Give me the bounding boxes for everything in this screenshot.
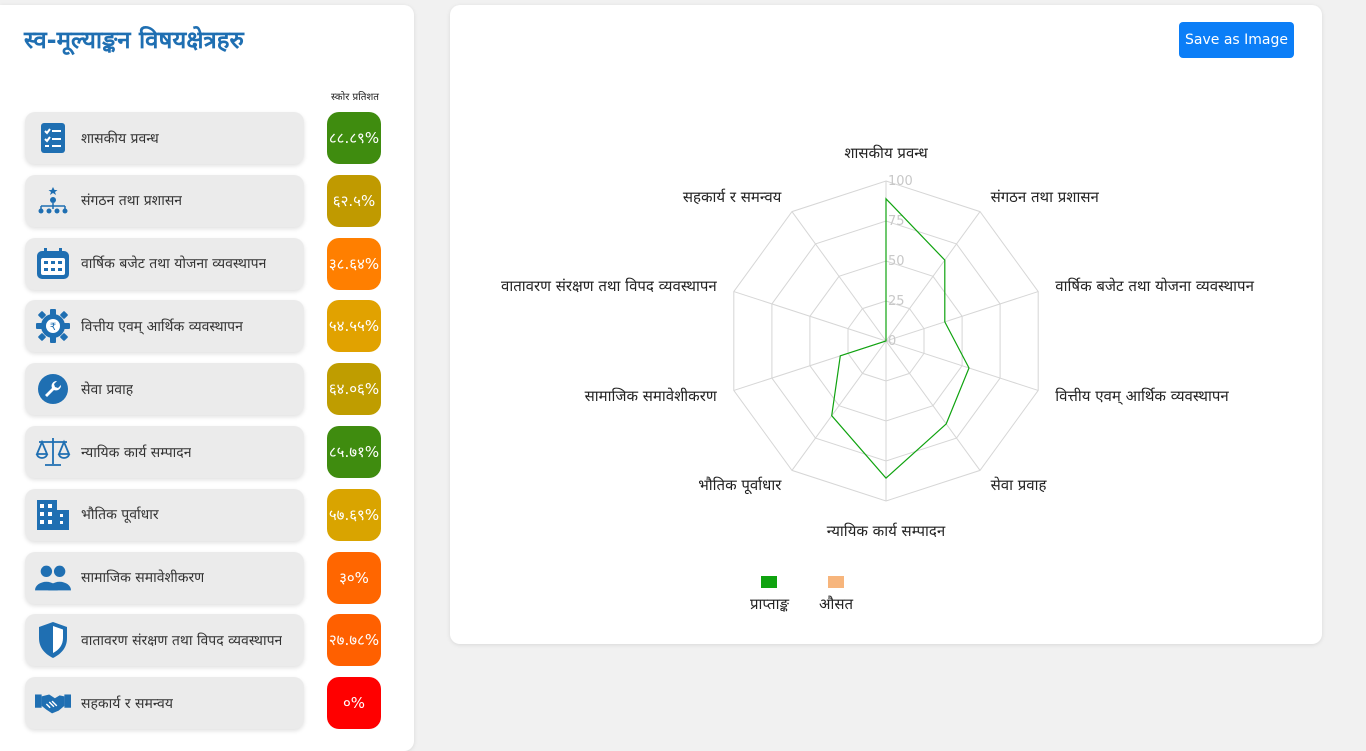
category-label: वित्तीय एवम् आर्थिक व्यवस्थापन bbox=[81, 318, 243, 335]
category-label: न्यायिक कार्य सम्पादन bbox=[81, 444, 192, 461]
axis-spoke bbox=[885, 211, 981, 342]
category-item[interactable]: सहकार्य र समन्वय bbox=[25, 677, 304, 730]
category-item[interactable]: भौतिक पूर्वाधार bbox=[25, 488, 304, 541]
legend-swatch bbox=[828, 576, 844, 588]
save-as-image-button[interactable]: Save as Image bbox=[1179, 22, 1294, 58]
axis-label: न्यायिक कार्य सम्पादन bbox=[827, 522, 946, 540]
category-label: वार्षिक बजेट तथा योजना व्यवस्थापन bbox=[81, 256, 267, 273]
axis-label: शासकीय प्रवन्ध bbox=[844, 144, 928, 162]
score-badge: ५७.६९% bbox=[327, 488, 381, 541]
axis-label: संगठन तथा प्रशासन bbox=[991, 188, 1100, 206]
category-item[interactable]: वातावरण संरक्षण तथा विपद व्यवस्थापन bbox=[25, 614, 304, 667]
axis-label: सामाजिक समावेशीकरण bbox=[585, 387, 718, 405]
shield-icon bbox=[35, 622, 71, 659]
score-badge: ०% bbox=[327, 677, 381, 730]
axis-label: सेवा प्रवाह bbox=[991, 476, 1048, 494]
score-badge: ८८.८९% bbox=[327, 112, 381, 164]
category-label: संगठन तथा प्रशासन bbox=[81, 193, 183, 210]
category-label: वातावरण संरक्षण तथा विपद व्यवस्थापन bbox=[81, 632, 283, 649]
category-label: सहकार्य र समन्वय bbox=[81, 695, 173, 712]
tick-label: 0 bbox=[888, 334, 896, 349]
legend-item[interactable]: प्राप्ताङ्क bbox=[750, 576, 789, 614]
category-row: सहकार्य र समन्वय ०% bbox=[25, 677, 381, 730]
svg-text:₹: ₹ bbox=[50, 322, 56, 333]
score-badge: ३०% bbox=[327, 551, 381, 604]
axis-label: वार्षिक बजेट तथा योजना व्यवस्थापन bbox=[1055, 277, 1254, 295]
panel-title: स्व-मूल्याङ्कन विषयक्षेत्रहरु bbox=[24, 26, 244, 54]
category-row: शासकीय प्रवन्ध ८८.८९% bbox=[25, 112, 381, 164]
score-badge: ३८.६४% bbox=[327, 237, 381, 290]
chart-card: Save as Image 0 25 50 75 100 शासकीय प्रवन्ध सं… bbox=[450, 5, 1322, 644]
calendar-icon bbox=[35, 246, 71, 282]
category-row: भौतिक पूर्वाधार ५७.६९% bbox=[25, 488, 381, 541]
legend-label: औसत bbox=[818, 595, 854, 613]
category-item[interactable]: सेवा प्रवाह bbox=[25, 363, 304, 416]
category-row: ₹ वित्तीय एवम् आर्थिक व्यवस्थापन ५४.५५% bbox=[25, 300, 381, 353]
wrench-icon bbox=[35, 371, 71, 407]
org-chart-icon bbox=[35, 183, 71, 219]
category-row: वातावरण संरक्षण तथा विपद व्यवस्थापन २७.७८… bbox=[25, 614, 381, 667]
legend-label: प्राप्ताङ्क bbox=[750, 595, 789, 613]
category-row: सामाजिक समावेशीकरण ३०% bbox=[25, 551, 381, 604]
axis-spoke bbox=[885, 340, 1039, 391]
axis-spoke bbox=[791, 340, 887, 471]
category-item[interactable]: वार्षिक बजेट तथा योजना व्यवस्थापन bbox=[25, 237, 304, 290]
score-badge: ६२.५% bbox=[327, 174, 381, 227]
category-label: भौतिक पूर्वाधार bbox=[81, 507, 159, 524]
chart-legend: प्राप्ताङ्क औसत bbox=[750, 576, 853, 614]
tick-label: 50 bbox=[888, 254, 905, 269]
category-item[interactable]: न्यायिक कार्य सम्पादन bbox=[25, 426, 304, 478]
tick-label: 100 bbox=[888, 174, 913, 189]
category-label: सामाजिक समावेशीकरण bbox=[81, 570, 205, 587]
axis-spoke bbox=[885, 340, 981, 471]
people-icon bbox=[35, 560, 71, 596]
axis-label: वातावरण संरक्षण तथा विपद व्यवस्थापन bbox=[501, 277, 717, 295]
score-badge: ८५.७१% bbox=[327, 426, 381, 478]
gear-rupee-icon: ₹ bbox=[35, 308, 71, 344]
scales-icon bbox=[35, 434, 71, 470]
handshake-icon bbox=[35, 685, 71, 721]
score-badge: २७.७८% bbox=[327, 614, 381, 667]
radar-chart: 0 25 50 75 100 शासकीय प्रवन्ध संगठन तथा प्रशास… bbox=[501, 144, 1255, 540]
category-row: संगठन तथा प्रशासन ६२.५% bbox=[25, 174, 381, 227]
category-item[interactable]: शासकीय प्रवन्ध bbox=[25, 112, 304, 164]
category-item[interactable]: ₹ वित्तीय एवम् आर्थिक व्यवस्थापन bbox=[25, 300, 304, 353]
axis-spoke bbox=[733, 291, 887, 342]
tick-label: 75 bbox=[888, 214, 905, 229]
series-line bbox=[831, 197, 970, 479]
score-column-header: स्कोर प्रतिशत bbox=[331, 92, 379, 103]
score-badge: ५४.५५% bbox=[327, 300, 381, 353]
category-row: न्यायिक कार्य सम्पादन ८५.७१% bbox=[25, 426, 381, 478]
category-item[interactable]: संगठन तथा प्रशासन bbox=[25, 174, 304, 227]
score-panel: स्व-मूल्याङ्कन विषयक्षेत्रहरु स्कोर प्रत… bbox=[0, 5, 414, 751]
category-row: वार्षिक बजेट तथा योजना व्यवस्थापन ३८.६४% bbox=[25, 237, 381, 290]
checklist-icon bbox=[35, 120, 71, 156]
category-label: शासकीय प्रवन्ध bbox=[81, 130, 159, 147]
category-label: सेवा प्रवाह bbox=[81, 381, 134, 398]
axis-label: वित्तीय एवम् आर्थिक व्यवस्थापन bbox=[1055, 387, 1229, 405]
legend-item[interactable]: औसत bbox=[819, 576, 853, 614]
axis-label: सहकार्य र समन्वय bbox=[683, 188, 782, 206]
axis-label: भौतिक पूर्वाधार bbox=[698, 476, 782, 495]
category-row: सेवा प्रवाह ६४.०६% bbox=[25, 363, 381, 416]
score-badge: ६४.०६% bbox=[327, 363, 381, 416]
building-icon bbox=[35, 497, 71, 533]
category-item[interactable]: सामाजिक समावेशीकरण bbox=[25, 551, 304, 604]
legend-swatch bbox=[761, 576, 778, 588]
axis-spoke bbox=[791, 211, 887, 342]
tick-label: 25 bbox=[888, 294, 905, 309]
axis-spoke bbox=[885, 291, 1039, 342]
